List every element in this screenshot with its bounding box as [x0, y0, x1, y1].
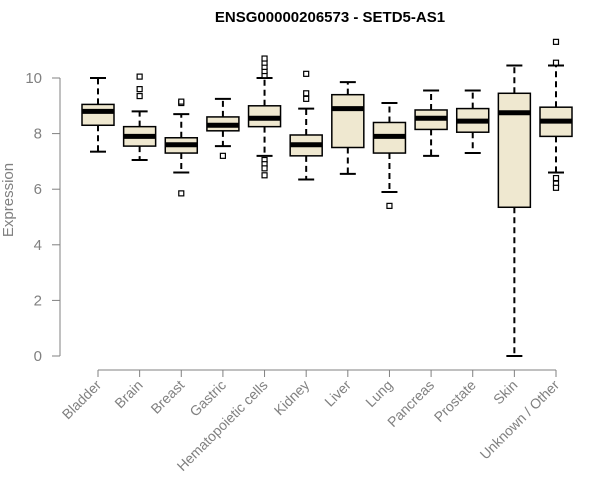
outlier-point: [136, 73, 143, 80]
box-3: [164, 98, 199, 197]
outlier-point: [136, 92, 143, 100]
x-tick-label: Kidney: [271, 377, 313, 419]
box-11: [497, 64, 532, 357]
outlier-point: [219, 152, 227, 159]
y-tick-label: 10: [25, 70, 42, 87]
x-tick-label: Unknown / Other: [477, 377, 563, 463]
outlier-point: [178, 190, 185, 197]
outlier-point: [303, 95, 310, 102]
box-2: [122, 73, 157, 162]
outlier-point: [552, 184, 560, 191]
box-rect: [331, 93, 365, 149]
outlier-point: [261, 55, 268, 62]
box-8: [372, 102, 407, 209]
outlier-point: [303, 90, 310, 97]
box-9: [414, 89, 448, 157]
outlier-point: [386, 202, 393, 209]
x-tick-label: Breast: [147, 377, 187, 417]
box-4: [206, 97, 240, 159]
outlier-point: [552, 174, 560, 182]
box-1: [81, 77, 115, 153]
x-tick-label: Lung: [362, 377, 395, 410]
box-6: [289, 70, 323, 181]
y-tick-label: 0: [34, 348, 42, 365]
x-tick-label: Bladder: [59, 377, 105, 423]
y-tick-label: 8: [34, 126, 42, 143]
y-tick-label: 4: [34, 237, 42, 254]
box-12: [539, 38, 573, 191]
box-10: [455, 89, 490, 155]
x-tick-label: Prostate: [431, 377, 479, 425]
outlier-point: [303, 70, 310, 77]
x-tick-label: Brain: [111, 377, 145, 411]
x-tick-label: Liver: [321, 377, 354, 410]
outlier-point: [261, 165, 268, 172]
box-rect: [81, 103, 115, 127]
x-tick-label: Skin: [490, 377, 521, 408]
boxes-group: [81, 38, 573, 357]
outlier-point: [178, 98, 185, 105]
outlier-point: [552, 59, 560, 66]
outlier-point: [136, 86, 143, 93]
chart-title: ENSG00000206573 - SETD5-AS1: [215, 9, 445, 26]
y-tick-label: 6: [34, 181, 42, 198]
box-7: [331, 81, 365, 175]
y-axis-label: Expression: [0, 163, 17, 237]
outlier-point: [261, 172, 268, 179]
y-tick-label: 2: [34, 292, 42, 309]
outlier-point: [552, 38, 560, 45]
y-axis: 0 2 4 6 8 10: [25, 70, 61, 365]
box-5: [247, 55, 282, 179]
